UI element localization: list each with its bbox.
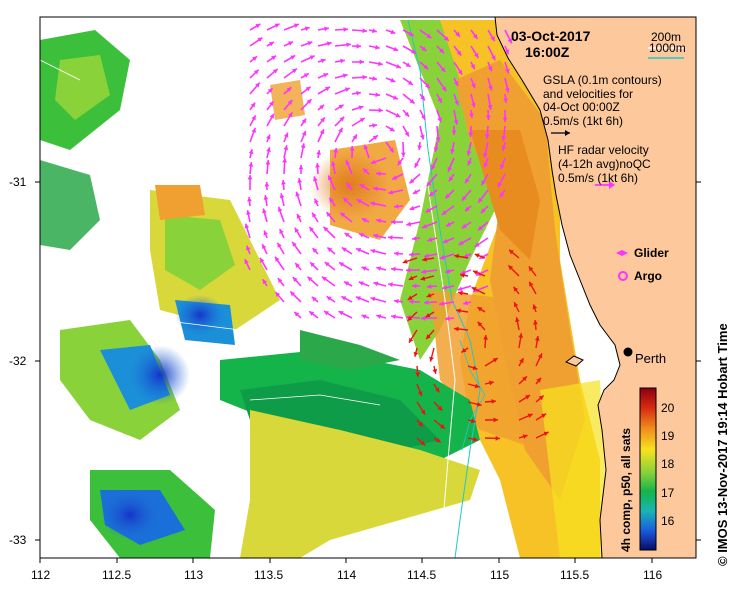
lon-tick-label: 115 (490, 568, 509, 582)
gsla-legend-line: 04-Oct 00:00Z (543, 100, 620, 114)
lon-tick-label: 116 (643, 568, 662, 582)
credit-label: © IMOS 13-Nov-2017 19:14 Hobart Time (715, 323, 730, 566)
lon-tick-label: 113 (184, 568, 203, 582)
hf-legend-line: 0.5m/s (1kt 6h) (558, 171, 638, 185)
lon-tick-label: 114 (337, 568, 356, 582)
colorbar-tick-label: 19 (661, 429, 674, 443)
colorbar-tick-label: 17 (661, 486, 674, 500)
legend-1000m-label: 1000m (649, 41, 686, 55)
lon-tick-label: 113.5 (254, 568, 283, 582)
glider-legend-label: Glider (634, 246, 669, 260)
lon-tick-label: 114.5 (407, 568, 436, 582)
colorbar-label: 4h comp, p50, all sats (619, 428, 633, 552)
lon-tick-label: 112.5 (102, 568, 131, 582)
gsla-legend-line: GSLA (0.1m contours) (543, 73, 662, 87)
argo-legend-label: Argo (634, 269, 662, 283)
gsla-legend-line: 0.5m/s (1kt 6h) (543, 114, 623, 128)
lon-tick-label: 115.5 (560, 568, 589, 582)
colorbar-tick-label: 16 (661, 514, 674, 528)
time-label: 16:00Z (525, 45, 569, 59)
hf-legend-line: HF radar velocity (558, 143, 649, 157)
gsla-legend-line: and velocities for (543, 87, 633, 101)
lon-tick-label: 112 (31, 568, 50, 582)
lat-tick-label: -32 (9, 354, 26, 368)
colorbar (640, 388, 656, 550)
perth-marker (624, 348, 633, 357)
lat-tick-label: -33 (9, 533, 26, 547)
perth-label: Perth (635, 352, 666, 366)
lat-tick-label: -31 (9, 175, 26, 189)
colorbar-tick-label: 20 (661, 401, 674, 415)
hf-legend-line: (4-12h avg)noQC (558, 157, 651, 171)
date-label: 03-Oct-2017 (511, 29, 590, 43)
colorbar-tick-label: 18 (661, 457, 674, 471)
